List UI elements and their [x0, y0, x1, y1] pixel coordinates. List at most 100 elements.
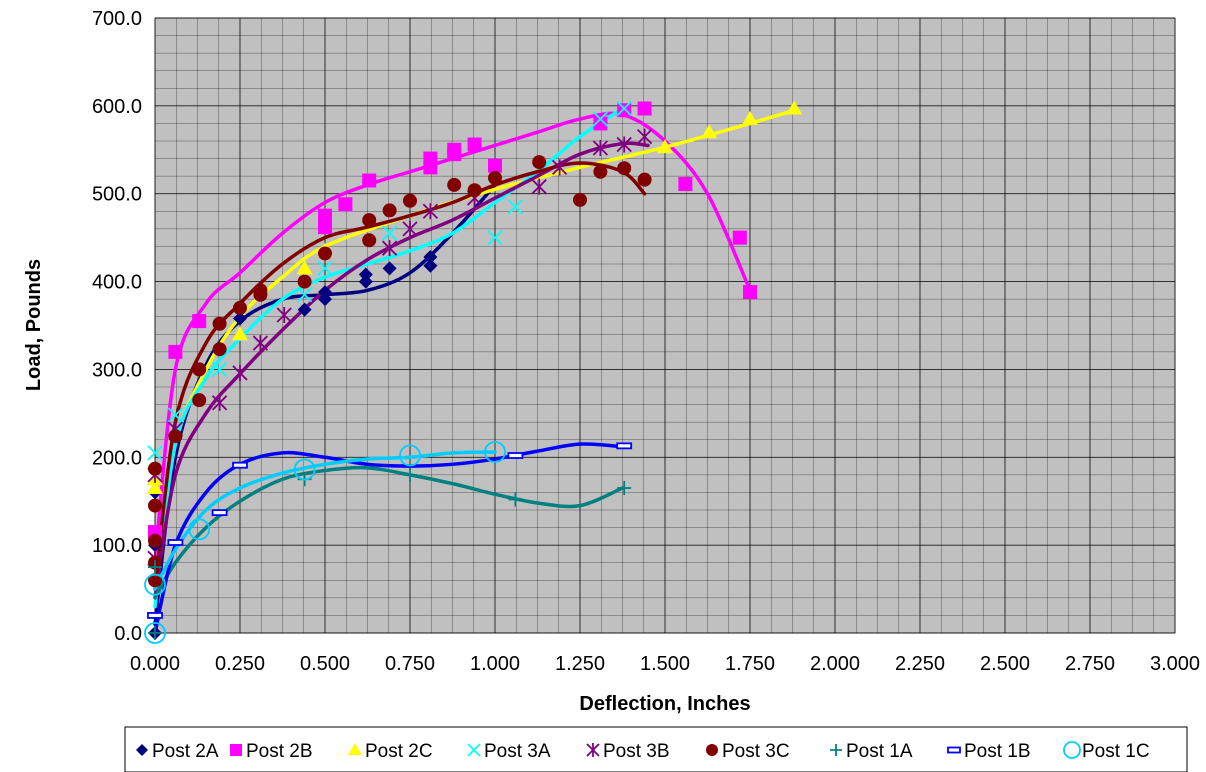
post-3a-legend-marker [467, 743, 481, 757]
post-1a-trendline [153, 465, 625, 600]
post-3a-point [167, 407, 184, 423]
post-2b-point [467, 137, 482, 152]
post-2b-point [743, 285, 757, 300]
post-1b-point [147, 612, 163, 619]
post-3c-legend-marker [706, 744, 718, 756]
post-3c-point [403, 193, 417, 208]
post-2b-trendline [153, 111, 752, 565]
post-3c-point [488, 170, 502, 185]
post-2b-legend-label: Post 2B [246, 741, 313, 762]
markers [144, 100, 803, 644]
post-3b-point [381, 240, 398, 257]
x-tick-label: 2.250 [895, 653, 945, 675]
post-2a-point [233, 311, 247, 326]
post-2c-point [701, 124, 718, 139]
post-2a-point [358, 274, 373, 289]
x-tick-label: 0.000 [130, 653, 180, 675]
post-3c-point [617, 161, 632, 176]
post-2b-point [617, 103, 632, 118]
post-3b-point [232, 364, 248, 381]
post-1a-point [148, 560, 162, 575]
post-1c-legend-label: Post 1C [1082, 741, 1150, 762]
post-3b-legend-label: Post 3B [603, 741, 670, 762]
post-3c-point [593, 164, 608, 179]
post-2c-legend-marker [348, 743, 362, 755]
post-2c-point [147, 480, 163, 495]
post-2b-point [678, 177, 693, 192]
x-tick-label: 2.000 [810, 653, 860, 675]
post-3b-point [551, 159, 568, 176]
post-3c-point [362, 233, 377, 248]
post-3c-point [148, 533, 162, 548]
post-2b-point [362, 173, 377, 188]
post-2c-point [232, 326, 248, 341]
post-2b-point [732, 230, 747, 245]
x-axis-title: Deflection, Inches [579, 693, 750, 715]
post-3a-point [507, 199, 524, 215]
post-1c-point [188, 518, 211, 541]
x-tick-label: 1.750 [725, 653, 775, 675]
post-2b-point [192, 314, 207, 329]
post-3a-point [317, 260, 333, 277]
post-3b-legend-marker [586, 743, 600, 757]
post-3a-point [592, 111, 609, 127]
post-3b-point [276, 306, 292, 323]
post-2b-legend-marker [230, 744, 242, 756]
post-1c-point [144, 622, 166, 644]
legend-items: Post 2A Post 2B Post 2C Post 3A Post 3B Post … [136, 741, 1150, 762]
y-tick-label: 400.0 [92, 272, 142, 294]
y-tick-label: 600.0 [92, 96, 142, 118]
post-2c-legend-label: Post 2C [365, 741, 433, 762]
post-2c-point [296, 260, 313, 275]
post-3c-point [212, 316, 227, 331]
post-2c-point [657, 139, 673, 154]
post-3c-point [532, 155, 547, 170]
post-3a-point [487, 230, 503, 246]
post-2b-point [488, 158, 502, 173]
post-1b-point [167, 539, 184, 546]
post-2b-point [318, 220, 332, 235]
post-1c-point [144, 573, 166, 596]
post-3c-point [447, 177, 462, 192]
x-tick-label: 3.000 [1150, 653, 1200, 675]
post-2c-point [742, 111, 758, 126]
post-1a-point [403, 467, 417, 482]
y-axis-title: Load, Pounds [23, 259, 45, 391]
post-3b-point [252, 335, 269, 352]
legend [124, 726, 1188, 772]
post-1c-legend-marker [1063, 741, 1081, 759]
post-1b-point [616, 442, 633, 450]
post-1b-legend-marker [947, 746, 961, 754]
post-3c-point [148, 461, 162, 476]
post-2a-point [297, 302, 312, 317]
post-3c-point [467, 183, 482, 198]
post-1b-legend-label: Post 1B [964, 741, 1031, 762]
post-2b-point [637, 101, 652, 116]
x-tick-labels: 0.000 0.250 0.500 0.750 1.000 1.250 1.500 1.750… [130, 653, 1200, 675]
post-3c-point [212, 342, 227, 357]
post-2a-point [423, 249, 438, 264]
post-3c-point [148, 573, 162, 588]
x-tick-label: 0.750 [385, 653, 435, 675]
post-3a-point [381, 225, 398, 241]
x-tick-label: 0.250 [215, 653, 265, 675]
post-2b-point [318, 208, 332, 223]
post-1a-point [148, 626, 162, 640]
post-2b-point [423, 160, 438, 175]
post-2b-point [338, 197, 353, 212]
post-2a-point [423, 258, 438, 273]
post-2b-point [593, 116, 608, 131]
post-2b-point [168, 344, 183, 359]
post-3a-point [147, 445, 163, 461]
post-2a-legend-label: Post 2A [152, 741, 219, 762]
post-1a-point [508, 492, 523, 507]
post-3c-point [573, 192, 587, 207]
y-tick-label: 100.0 [92, 535, 142, 557]
post-3c-point [318, 246, 332, 261]
x-tick-label: 1.500 [640, 653, 690, 675]
y-tick-label: 0.0 [114, 623, 142, 645]
post-3c-point [233, 300, 247, 315]
post-1b-point [211, 509, 228, 517]
post-3b-point [616, 136, 632, 153]
